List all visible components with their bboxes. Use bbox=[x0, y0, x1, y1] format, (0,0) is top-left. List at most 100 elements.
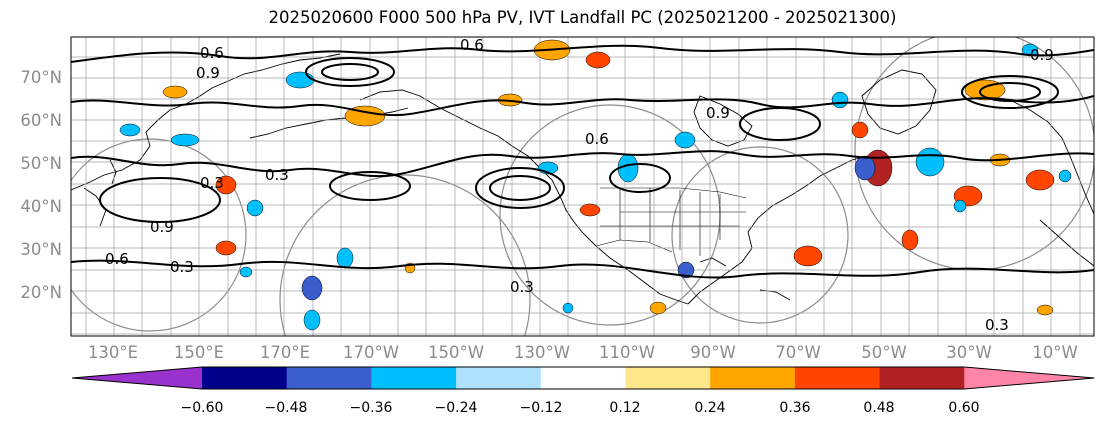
lon-label: 30°W bbox=[946, 343, 992, 362]
contour-labels: 0.6 0.9 0.3 0.6 0.9 0.6 0.3 0.9 0.3 0.6 … bbox=[105, 36, 1054, 334]
contour-label: 0.6 bbox=[460, 36, 484, 54]
pv-closed-contour bbox=[609, 163, 671, 193]
colorbar-segment bbox=[286, 367, 372, 389]
lat-label: 40°N bbox=[20, 197, 62, 216]
lon-label: 90°W bbox=[690, 343, 736, 362]
colorbar-segments bbox=[71, 366, 1095, 390]
anomaly-patch bbox=[303, 309, 321, 331]
pv-closed-contour bbox=[99, 177, 221, 223]
anomaly-patch bbox=[953, 199, 967, 213]
anomaly-patch bbox=[1025, 169, 1055, 191]
colorbar-tick-label: 0.12 bbox=[609, 400, 641, 416]
pv-closed-contour bbox=[321, 63, 379, 81]
lon-label: 130°E bbox=[87, 343, 139, 362]
pv-closed-contour bbox=[489, 175, 551, 201]
colorbar-tick-label: 0.24 bbox=[694, 400, 726, 416]
contour-label: 0.3 bbox=[265, 166, 289, 184]
pv-closed-contour bbox=[961, 75, 1059, 109]
lat-label: 60°N bbox=[20, 111, 62, 130]
anomaly-patch bbox=[336, 247, 354, 269]
colorbar-segment bbox=[540, 367, 626, 389]
pv-contour bbox=[71, 44, 1094, 63]
pv-closed-contour bbox=[475, 167, 565, 209]
anomaly-patch bbox=[851, 121, 869, 139]
range-circle bbox=[279, 174, 531, 336]
colorbar-extend-min bbox=[72, 367, 202, 389]
anomaly-patch bbox=[562, 302, 574, 314]
anomaly-patch bbox=[239, 266, 253, 278]
lon-label: 10°W bbox=[1032, 343, 1078, 362]
map-background bbox=[71, 37, 1094, 336]
range-circle bbox=[71, 138, 247, 332]
colorbar-segment bbox=[879, 367, 965, 389]
colorbar-tick-label: 0.36 bbox=[779, 400, 811, 416]
pv-closed-contour bbox=[739, 107, 821, 141]
negative-anomalies bbox=[119, 43, 1072, 331]
pv-closed-contour bbox=[305, 57, 395, 87]
anomaly-patch bbox=[579, 203, 601, 217]
colorbar-tick-label: −0.60 bbox=[180, 400, 224, 416]
contour-label: 0.3 bbox=[985, 316, 1009, 334]
anomaly-patch bbox=[1036, 304, 1054, 316]
colorbar-tick-label: −0.12 bbox=[519, 400, 563, 416]
colorbar-tick-label: −0.36 bbox=[349, 400, 393, 416]
range-circle bbox=[671, 146, 849, 324]
pv-contour bbox=[71, 259, 1094, 279]
colorbar-segment bbox=[625, 367, 711, 389]
lat-label: 30°N bbox=[20, 240, 62, 259]
lat-label: 20°N bbox=[20, 283, 62, 302]
anomaly-patch bbox=[677, 261, 695, 279]
anomaly-patch bbox=[585, 51, 611, 69]
border-us-canada bbox=[600, 187, 747, 199]
colorbar-segment bbox=[794, 367, 881, 389]
lon-label: 50°W bbox=[861, 343, 907, 362]
anomaly-patch bbox=[301, 275, 323, 301]
state-lines bbox=[600, 188, 746, 256]
map-title: 2025020600 F000 500 hPa PV, IVT Landfall… bbox=[268, 8, 897, 27]
anomaly-patch bbox=[215, 240, 237, 256]
contour-label: 0.9 bbox=[1030, 46, 1054, 64]
colorbar-segment bbox=[456, 367, 542, 389]
contour-label: 0.9 bbox=[150, 218, 174, 236]
anomaly-patch bbox=[162, 85, 188, 99]
colorbar-tick-label: 0.60 bbox=[948, 400, 980, 416]
pv-contour bbox=[71, 95, 1094, 117]
anomaly-patch bbox=[170, 133, 200, 147]
pv-contours bbox=[71, 44, 1094, 279]
pv-contour bbox=[71, 150, 1094, 178]
contour-label: 0.9 bbox=[706, 104, 730, 122]
contour-label: 0.3 bbox=[170, 258, 194, 276]
anomaly-patch bbox=[649, 301, 667, 315]
anomaly-patch bbox=[793, 245, 823, 267]
coastline-gulf bbox=[687, 155, 869, 305]
pv-closed-contour bbox=[329, 171, 411, 201]
anomaly-patch bbox=[119, 123, 141, 137]
lat-label: 50°N bbox=[20, 154, 62, 173]
colorbar-segment bbox=[202, 367, 288, 389]
anomaly-patch bbox=[915, 147, 945, 177]
lon-label: 150°E bbox=[173, 343, 225, 362]
colorbar-segment bbox=[371, 367, 457, 389]
border-us-mexico bbox=[595, 239, 673, 253]
colorbar-segment bbox=[710, 367, 796, 389]
lon-label: 130°W bbox=[513, 343, 571, 362]
coastline-greenland bbox=[861, 69, 937, 135]
contour-label: 0.6 bbox=[200, 44, 224, 62]
colorbar-tick-label: −0.24 bbox=[434, 400, 478, 416]
colorbar-outline bbox=[71, 366, 1095, 390]
anomaly-patch bbox=[674, 131, 696, 149]
borders bbox=[595, 187, 747, 256]
coastline-na-west bbox=[551, 179, 689, 305]
contour-label: 0.6 bbox=[105, 250, 129, 268]
anomaly-patch bbox=[215, 175, 237, 195]
lon-label: 170°E bbox=[259, 343, 311, 362]
anomaly-patch bbox=[1021, 43, 1039, 57]
anomaly-patch bbox=[831, 91, 849, 109]
colorbar bbox=[71, 366, 1095, 390]
anomaly-patch bbox=[854, 155, 876, 181]
lon-label: 70°W bbox=[775, 343, 821, 362]
anomaly-patch bbox=[1058, 169, 1072, 183]
anomaly-patch bbox=[901, 229, 919, 251]
colorbar-tick-label: 0.48 bbox=[863, 400, 895, 416]
